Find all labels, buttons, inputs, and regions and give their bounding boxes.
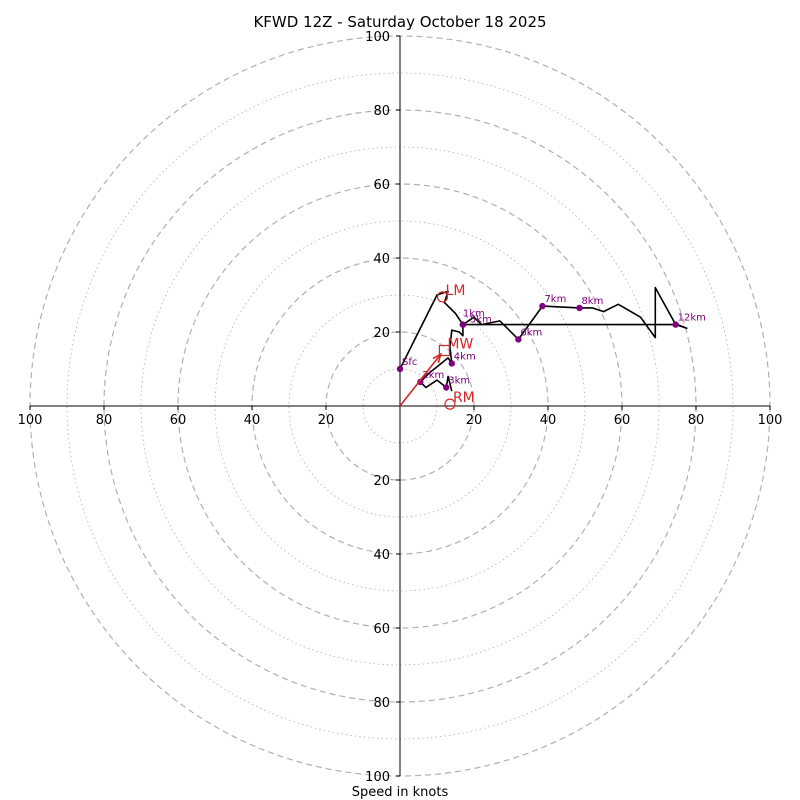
x-tick-label: 40	[244, 413, 261, 428]
y-tick-label: 80	[373, 696, 390, 711]
height-marker-label: 5km	[470, 315, 492, 326]
height-marker-dot	[443, 384, 450, 391]
storm-motions: LM MW RM	[399, 283, 475, 410]
y-tick-label: 80	[373, 104, 390, 119]
storm-motion-label: RM	[453, 390, 475, 406]
height-marker-label: 7km	[544, 294, 566, 305]
height-marker-label: 2km	[422, 370, 444, 381]
x-tick-label: 100	[758, 413, 783, 428]
x-tick-label: 20	[466, 413, 483, 428]
storm-motion-label: MW	[447, 337, 473, 353]
storm-motion-marker	[444, 398, 456, 410]
height-marker-dot	[672, 321, 679, 328]
height-marker-label: 1km	[463, 309, 485, 320]
x-tick-label: 60	[614, 413, 631, 428]
height-marker-label: 3km	[448, 376, 470, 387]
x-axis-label: Speed in knots	[352, 785, 449, 800]
x-tick-label: 80	[688, 413, 705, 428]
hodograph-trace	[399, 286, 688, 392]
y-tick-label: 40	[373, 548, 390, 563]
height-marker-dot	[448, 360, 455, 367]
x-tick-label: 100	[18, 413, 43, 428]
y-tick-label: 60	[373, 178, 390, 193]
tick-labels: 100 80 60 40 20 20 40 60 80 100 100 80 60 40 20 20 40 60 8…	[18, 30, 783, 785]
height-marker-label: 4km	[454, 351, 476, 362]
hodograph-trace-group	[399, 286, 688, 392]
y-tick-label: 20	[373, 326, 390, 341]
x-tick-label: 80	[96, 413, 113, 428]
height-marker-label: Sfc	[402, 357, 417, 368]
height-marker-dot	[515, 336, 522, 343]
height-marker-label: 6km	[520, 327, 542, 338]
chart-title: KFWD 12Z - Saturday October 18 2025	[253, 13, 546, 31]
height-marker-dot	[417, 378, 424, 386]
height-marker-dot	[539, 302, 546, 310]
y-tick-label: 40	[373, 252, 390, 267]
storm-motion-marker	[438, 344, 450, 357]
y-tick-label: 100	[365, 30, 390, 45]
height-marker-dot	[576, 304, 583, 312]
height-marker-dot	[459, 321, 467, 328]
x-tick-label: 60	[170, 413, 187, 428]
x-tick-label: 40	[540, 413, 557, 428]
height-marker-dot	[396, 365, 404, 373]
y-tick-label: 60	[373, 622, 390, 637]
storm-motion-vector	[399, 353, 442, 407]
storm-motion-label: LM	[446, 283, 466, 299]
height-marker-label: 8km	[581, 296, 603, 307]
storm-motion-marker	[436, 291, 449, 303]
y-tick-label: 100	[365, 770, 390, 785]
x-tick-label: 20	[318, 413, 335, 428]
height-marker-label: 12km	[678, 313, 706, 324]
y-tick-label: 20	[373, 474, 390, 489]
storm-motion-arrowhead	[432, 352, 442, 364]
